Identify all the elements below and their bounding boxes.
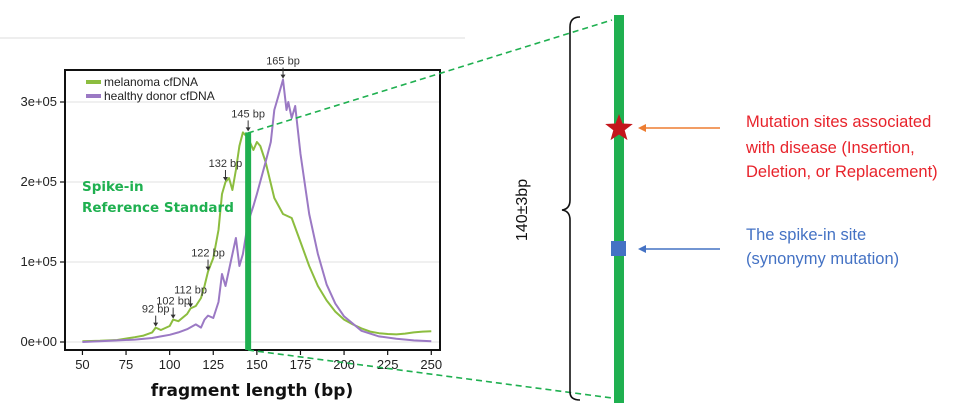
x-tick-label: 75 [119, 357, 133, 372]
peak-label: 165 bp [266, 56, 300, 68]
y-tick-label: 3e+05 [20, 94, 57, 109]
schematic: 140±3bp Mutation sites associated with d… [514, 15, 938, 403]
x-tick-label: 150 [246, 357, 268, 372]
spike-in-label-line1: Spike-in [82, 179, 144, 195]
mutation-text-line1: Mutation sites associated [746, 113, 931, 131]
x-tick-label: 175 [290, 357, 312, 372]
spike-in-bar [245, 132, 252, 350]
legend: melanoma cfDNA healthy donor cfDNA [86, 75, 215, 103]
spikein-text-line1: The spike-in site [746, 226, 866, 244]
spikein-arrowhead-icon [638, 245, 646, 253]
y-tick-label: 1e+05 [20, 254, 57, 269]
length-bracket [561, 16, 581, 401]
x-tick-label: 100 [159, 357, 181, 372]
series-line-healthy [82, 78, 432, 343]
peak-arrowhead-icon [153, 322, 159, 327]
mutation-arrowhead-icon [638, 124, 646, 132]
peak-arrowhead-icon [188, 303, 194, 308]
legend-label-healthy: healthy donor cfDNA [104, 89, 215, 103]
grid [66, 101, 439, 343]
axes: 0e+00 1e+05 2e+05 3e+05 50 75 100 125 150 175 200 2… [20, 94, 442, 372]
x-tick-label: 200 [333, 357, 355, 372]
y-tick-label: 2e+05 [20, 174, 57, 189]
peak-label: 92 bp [142, 304, 170, 316]
peak-arrowhead-icon [205, 266, 211, 271]
x-tick-label: 250 [420, 357, 442, 372]
mutation-text-line3: Deletion, or Replacement) [746, 163, 938, 181]
mutation-star-icon [605, 114, 633, 141]
peak-label: 112 bp [174, 284, 207, 296]
zoom-guide-top [247, 19, 613, 134]
peak-arrowhead-icon [170, 314, 176, 319]
x-axis-title: fragment length (bp) [151, 381, 353, 401]
spikein-text-line2: (synonymy mutation) [746, 250, 899, 268]
peak-label: 145 bp [231, 108, 265, 120]
x-tick-label: 50 [75, 357, 89, 372]
x-tick-label: 125 [202, 357, 224, 372]
peak-label: 102 bp [156, 296, 190, 308]
mutation-text-line2: with disease (Insertion, [745, 139, 915, 157]
zoom-guide-bottom [247, 349, 613, 399]
bracket-label: 140±3bp [514, 179, 531, 241]
peak-label: 132 bp [209, 158, 243, 170]
series-line-melanoma [82, 131, 432, 343]
legend-label-melanoma: melanoma cfDNA [104, 75, 198, 89]
x-tick-label: 225 [377, 357, 399, 372]
y-tick-label: 0e+00 [20, 334, 57, 349]
series-layer [82, 78, 432, 350]
fragment-bar [614, 15, 624, 403]
peak-label: 122 bp [191, 248, 225, 260]
peak-arrowhead-icon [280, 74, 286, 79]
peak-arrowhead-icon [222, 177, 228, 181]
spikein-square-icon [611, 241, 626, 256]
zoom-guide-lines [247, 19, 613, 399]
spike-in-label-line2: Reference Standard [82, 200, 234, 216]
peak-arrowhead-icon [245, 127, 251, 132]
